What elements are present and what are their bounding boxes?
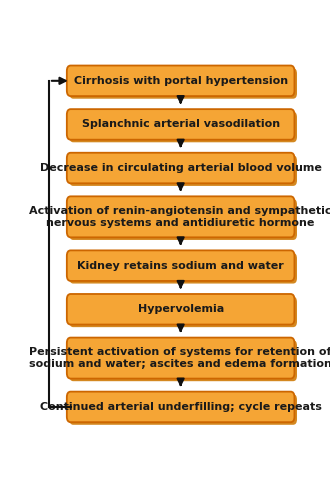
- FancyBboxPatch shape: [67, 250, 294, 281]
- FancyBboxPatch shape: [67, 153, 294, 183]
- FancyBboxPatch shape: [69, 112, 297, 142]
- Text: Activation of renin-angiotensin and sympathetic
nervous systems and antidiuretic: Activation of renin-angiotensin and symp…: [29, 206, 330, 228]
- FancyBboxPatch shape: [69, 394, 297, 425]
- FancyBboxPatch shape: [69, 297, 297, 327]
- Text: Splanchnic arterial vasodilation: Splanchnic arterial vasodilation: [82, 120, 280, 129]
- FancyBboxPatch shape: [67, 65, 294, 96]
- FancyBboxPatch shape: [67, 392, 294, 422]
- Text: Decrease in circulating arterial blood volume: Decrease in circulating arterial blood v…: [40, 163, 321, 173]
- FancyBboxPatch shape: [67, 197, 294, 237]
- FancyBboxPatch shape: [69, 340, 297, 381]
- FancyBboxPatch shape: [69, 155, 297, 186]
- Text: Hypervolemia: Hypervolemia: [138, 304, 224, 314]
- FancyBboxPatch shape: [67, 338, 294, 378]
- Text: Continued arterial underfilling; cycle repeats: Continued arterial underfilling; cycle r…: [40, 402, 321, 412]
- FancyBboxPatch shape: [69, 253, 297, 284]
- Text: Cirrhosis with portal hypertension: Cirrhosis with portal hypertension: [74, 76, 288, 86]
- Text: Persistent activation of systems for retention of
sodium and water; ascites and : Persistent activation of systems for ret…: [29, 347, 330, 369]
- FancyBboxPatch shape: [67, 294, 294, 325]
- Text: Kidney retains sodium and water: Kidney retains sodium and water: [77, 261, 284, 271]
- FancyBboxPatch shape: [69, 68, 297, 99]
- FancyBboxPatch shape: [69, 199, 297, 240]
- FancyBboxPatch shape: [67, 109, 294, 140]
